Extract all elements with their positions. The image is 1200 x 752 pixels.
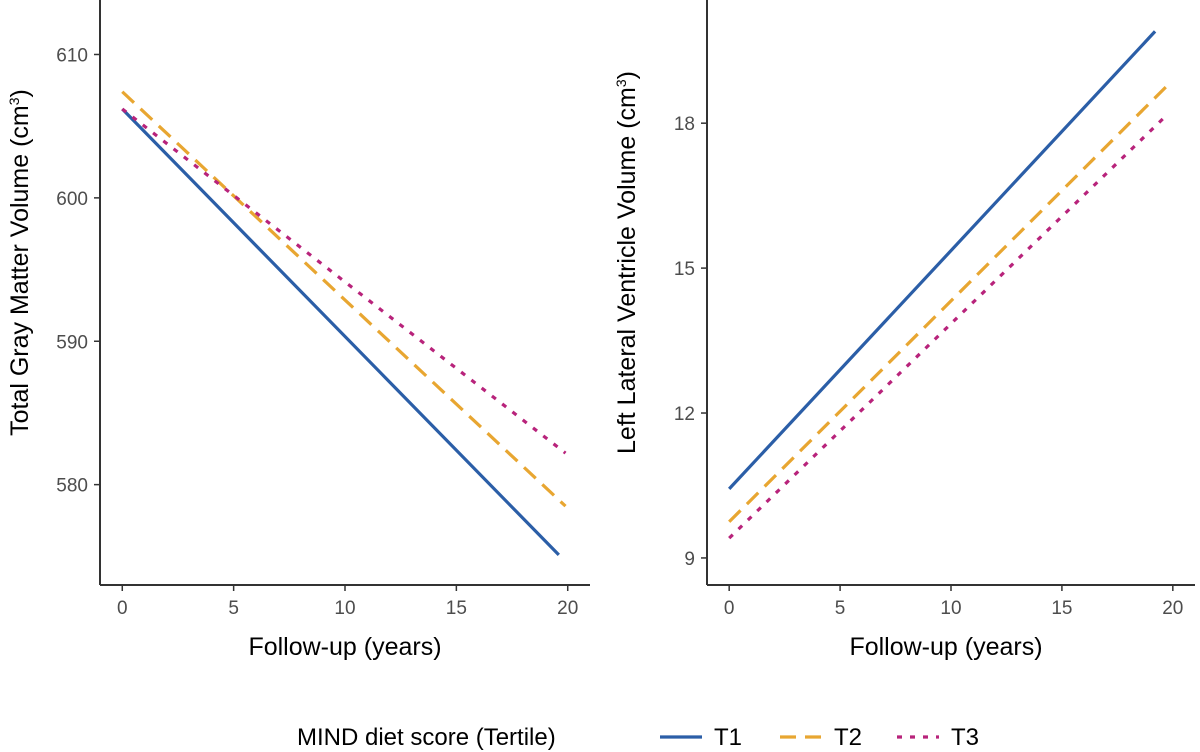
series-line-T1 xyxy=(728,30,1157,490)
y-axis-title: Total Gray Matter Volume (cm3) xyxy=(6,89,34,436)
legend-label: T3 xyxy=(951,724,979,751)
x-tick-label: 5 xyxy=(228,598,239,619)
y-tick-label: 9 xyxy=(684,549,695,570)
legend-label: T2 xyxy=(834,724,862,751)
x-tick-label: 15 xyxy=(446,598,467,619)
x-tick-label: 0 xyxy=(117,598,128,619)
x-tick-label: 20 xyxy=(1162,598,1183,619)
x-axis-title: Follow-up (years) xyxy=(849,633,1042,661)
y-axis-title: Left Lateral Ventricle Volume (cm3) xyxy=(613,71,641,454)
legend: MIND diet score (Tertile) T1 T2 T3 xyxy=(297,724,979,751)
x-tick-label: 5 xyxy=(835,598,846,619)
legend-label: T1 xyxy=(714,724,742,751)
series-line-T3 xyxy=(121,107,567,455)
y-tick-label: 15 xyxy=(674,259,695,280)
panel-2: 0 5 10 15 20 9 12 15 18 Follow-up (years) Left Lat… xyxy=(613,0,1195,661)
series-line-T2 xyxy=(728,83,1170,523)
y-tick-label: 12 xyxy=(674,404,695,425)
y-axis-title-end: ) xyxy=(6,89,34,97)
y-tick-label: 580 xyxy=(56,476,88,497)
series-line-T2 xyxy=(121,90,567,508)
panel-1: 0 5 10 15 20 580 590 600 610 Follow-up (years) Tot… xyxy=(6,0,590,661)
y-axis-title-text: Left Lateral Ventricle Volume (cm xyxy=(613,87,641,454)
legend-title: MIND diet score (Tertile) xyxy=(297,724,556,751)
x-tick-label: 15 xyxy=(1051,598,1072,619)
y-tick-label: 600 xyxy=(56,189,88,210)
x-tick-label: 10 xyxy=(334,598,355,619)
x-tick-label: 20 xyxy=(557,598,578,619)
series-line-T3 xyxy=(728,112,1170,540)
series-line-T1 xyxy=(121,107,560,557)
y-tick-label: 590 xyxy=(56,332,88,353)
y-axis-title-superscript: 3 xyxy=(613,79,629,87)
y-tick-label: 18 xyxy=(674,114,695,135)
y-axis-title-superscript: 3 xyxy=(6,97,22,105)
x-tick-label: 10 xyxy=(940,598,961,619)
y-axis-title-end: ) xyxy=(613,71,641,79)
x-tick-label: 0 xyxy=(724,598,735,619)
x-axis-title: Follow-up (years) xyxy=(248,633,441,661)
y-tick-label: 610 xyxy=(56,45,88,66)
y-axis-title-text: Total Gray Matter Volume (cm xyxy=(6,105,34,436)
